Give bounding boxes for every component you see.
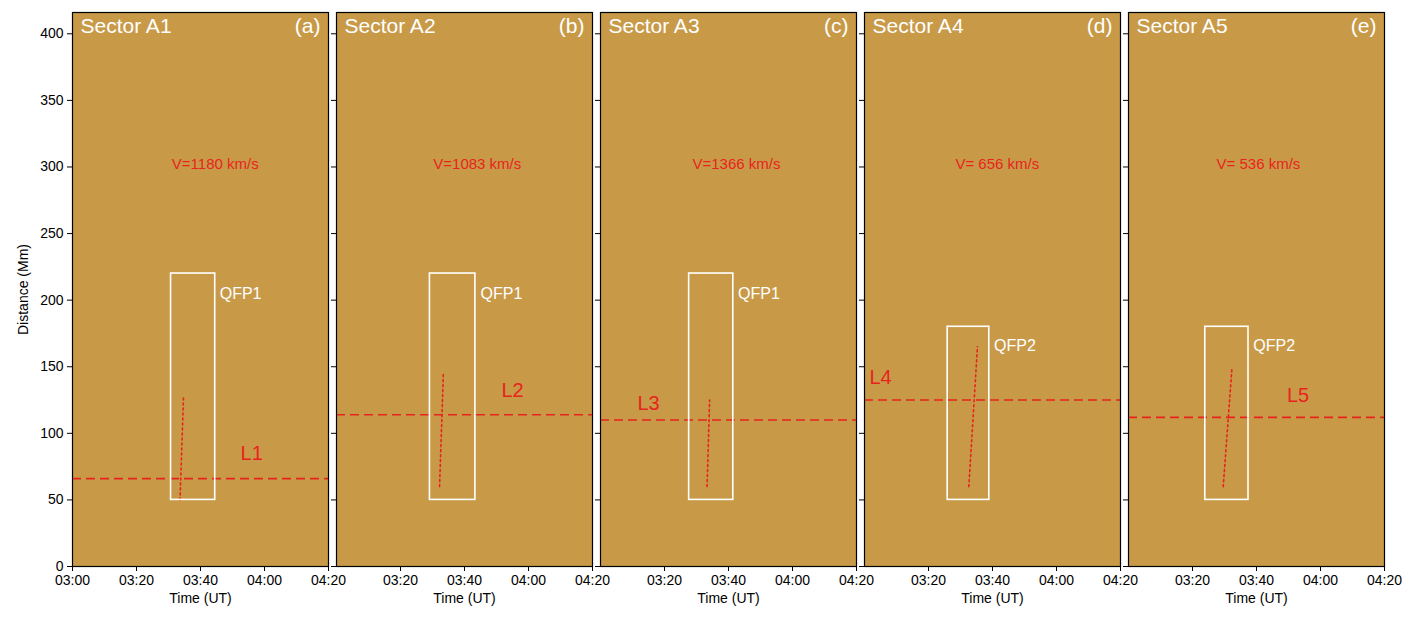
svg-text:03:00: 03:00 [55,572,90,588]
svg-text:Sector A3: Sector A3 [609,14,700,37]
svg-text:Distance (Mm): Distance (Mm) [15,244,31,335]
svg-text:350: 350 [40,92,64,108]
svg-text:(d): (d) [1087,14,1113,37]
svg-text:150: 150 [40,358,64,374]
svg-text:100: 100 [40,425,64,441]
svg-text:0: 0 [56,558,64,574]
svg-text:03:40: 03:40 [447,572,482,588]
svg-text:(e): (e) [1351,14,1377,37]
svg-text:(a): (a) [295,14,321,37]
svg-text:L2: L2 [501,379,523,401]
svg-text:V=1366 km/s: V=1366 km/s [693,155,781,172]
svg-text:QFP2: QFP2 [994,337,1036,354]
svg-text:V= 656 km/s: V= 656 km/s [955,155,1039,172]
svg-text:04:00: 04:00 [1303,572,1338,588]
svg-text:03:20: 03:20 [383,572,418,588]
svg-text:04:00: 04:00 [775,572,810,588]
svg-text:50: 50 [48,491,64,507]
svg-text:QFP1: QFP1 [481,285,523,302]
svg-text:400: 400 [40,25,64,41]
svg-text:04:20: 04:20 [311,572,346,588]
svg-text:03:40: 03:40 [183,572,218,588]
svg-text:L4: L4 [869,366,891,388]
svg-text:L3: L3 [637,392,659,414]
svg-text:03:40: 03:40 [1239,572,1274,588]
svg-text:250: 250 [40,225,64,241]
svg-text:03:20: 03:20 [1175,572,1210,588]
svg-text:Time (UT): Time (UT) [169,590,231,606]
svg-text:Sector A5: Sector A5 [1137,14,1228,37]
svg-text:04:20: 04:20 [1103,572,1138,588]
svg-text:Time (UT): Time (UT) [961,590,1023,606]
svg-text:03:20: 03:20 [119,572,154,588]
svg-text:V=1180 km/s: V=1180 km/s [172,155,259,172]
svg-text:QFP2: QFP2 [1253,337,1295,354]
svg-text:QFP1: QFP1 [738,285,780,302]
svg-text:QFP1: QFP1 [220,285,262,302]
svg-text:04:00: 04:00 [511,572,546,588]
svg-text:Sector A4: Sector A4 [873,14,964,37]
svg-text:04:20: 04:20 [839,572,874,588]
svg-text:Sector A2: Sector A2 [345,14,436,37]
svg-text:Time (UT): Time (UT) [433,590,495,606]
svg-text:04:20: 04:20 [1367,572,1402,588]
svg-text:04:20: 04:20 [575,572,610,588]
svg-text:03:40: 03:40 [975,572,1010,588]
svg-text:V=1083 km/s: V=1083 km/s [433,155,521,172]
svg-text:04:00: 04:00 [1039,572,1074,588]
svg-text:04:00: 04:00 [247,572,282,588]
svg-text:03:20: 03:20 [647,572,682,588]
svg-text:03:20: 03:20 [911,572,946,588]
svg-text:Time (UT): Time (UT) [1225,590,1287,606]
svg-text:Time (UT): Time (UT) [697,590,759,606]
svg-text:300: 300 [40,158,64,174]
svg-text:(c): (c) [824,14,849,37]
svg-text:03:40: 03:40 [711,572,746,588]
svg-text:V= 536 km/s: V= 536 km/s [1217,155,1301,172]
svg-text:L5: L5 [1287,384,1309,406]
svg-text:L1: L1 [241,442,263,464]
svg-text:Sector A1: Sector A1 [81,14,172,37]
svg-text:200: 200 [40,292,64,308]
svg-text:(b): (b) [559,14,585,37]
